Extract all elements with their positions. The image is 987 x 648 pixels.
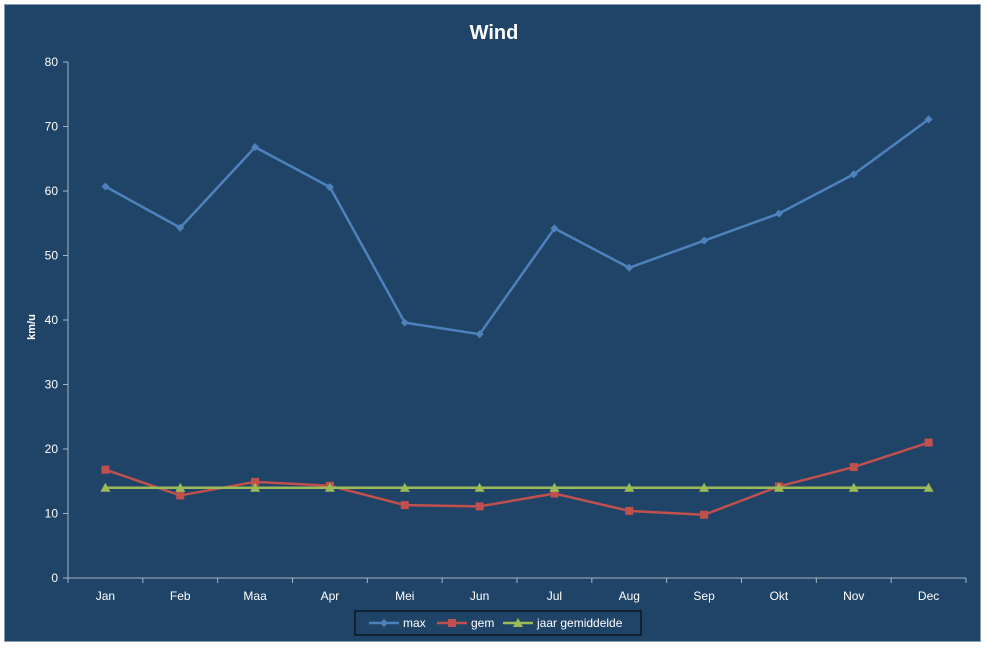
x-tick-label: Feb [170, 589, 191, 603]
x-tick-label: Sep [693, 589, 715, 603]
series-layer [100, 115, 934, 519]
data-point [699, 482, 710, 492]
data-point [773, 482, 784, 492]
data-point [774, 209, 783, 218]
data-point [550, 224, 559, 233]
data-point [625, 263, 634, 272]
legend-label: jaar gemiddelde [536, 616, 623, 630]
y-tick-label: 80 [45, 55, 59, 69]
x-tick-label: Jul [547, 589, 562, 603]
y-tick-label: 50 [45, 249, 59, 263]
x-tick-label: Mei [395, 589, 414, 603]
data-point [100, 482, 111, 492]
data-point [400, 318, 409, 327]
data-point [923, 482, 934, 492]
data-point [849, 463, 858, 472]
y-tick-label: 70 [45, 120, 59, 134]
data-point [399, 482, 410, 492]
data-point [176, 223, 185, 232]
series-line [105, 441, 929, 517]
data-point [924, 438, 933, 447]
x-tick-label: Aug [619, 589, 640, 603]
data-point [474, 482, 485, 492]
chart-frame: Wind km/u 0 10 20 30 40 50 60 70 80 Jan Feb Maa Apr M… [4, 4, 981, 642]
legend-marker [380, 619, 388, 627]
legend-entry: jaar gemiddelde [503, 616, 623, 630]
y-tick-label: 20 [45, 442, 59, 456]
y-tick-label: 60 [45, 184, 59, 198]
x-tick-label: Jun [470, 589, 489, 603]
data-point [924, 115, 933, 124]
data-point [700, 510, 709, 519]
data-point [250, 482, 261, 492]
series-1 [101, 438, 933, 519]
y-tick-label: 0 [51, 571, 58, 585]
y-tick-label: 40 [45, 313, 59, 327]
x-tick-label: Nov [843, 589, 864, 603]
data-point [324, 482, 335, 492]
data-point [175, 482, 186, 492]
x-tick-label: Dec [918, 589, 939, 603]
data-point [475, 330, 484, 339]
chart-title: Wind [470, 22, 519, 44]
data-point [101, 465, 110, 474]
legend-entry: gem [437, 616, 494, 630]
data-point [700, 236, 709, 245]
data-point [550, 489, 559, 498]
data-point [549, 482, 560, 492]
legend-marker [513, 618, 523, 627]
legend-entry: max [369, 616, 426, 630]
axes: 0 10 20 30 40 50 60 70 80 Jan Feb Maa Apr Mei Jun Jul Au… [45, 55, 967, 603]
data-point [475, 502, 484, 511]
series-2 [100, 482, 934, 492]
y-tick-label: 30 [45, 378, 59, 392]
data-point [848, 482, 859, 492]
data-point [849, 170, 858, 179]
data-point [251, 477, 260, 486]
legend-box [354, 610, 642, 636]
y-tick-label: 10 [45, 507, 59, 521]
data-point [625, 506, 634, 515]
legend-marker [448, 619, 456, 627]
x-tick-label: Okt [770, 589, 789, 603]
data-point [176, 491, 185, 500]
y-axis-label: km/u [26, 314, 38, 340]
data-point [400, 501, 409, 510]
series-0 [101, 115, 933, 339]
data-point [101, 182, 110, 191]
chart-svg: Wind km/u 0 10 20 30 40 50 60 70 80 Jan Feb Maa Apr M… [26, 22, 967, 636]
series-line [104, 118, 930, 336]
x-tick-label: Maa [243, 589, 267, 603]
legend: max gem jaar gemiddelde [354, 610, 642, 636]
data-point [325, 183, 334, 192]
legend-label: gem [471, 616, 494, 630]
legend-label: max [403, 616, 426, 630]
data-point [624, 482, 635, 492]
x-tick-label: Apr [321, 589, 340, 603]
data-point [251, 143, 260, 152]
x-tick-label: Jan [96, 589, 115, 603]
